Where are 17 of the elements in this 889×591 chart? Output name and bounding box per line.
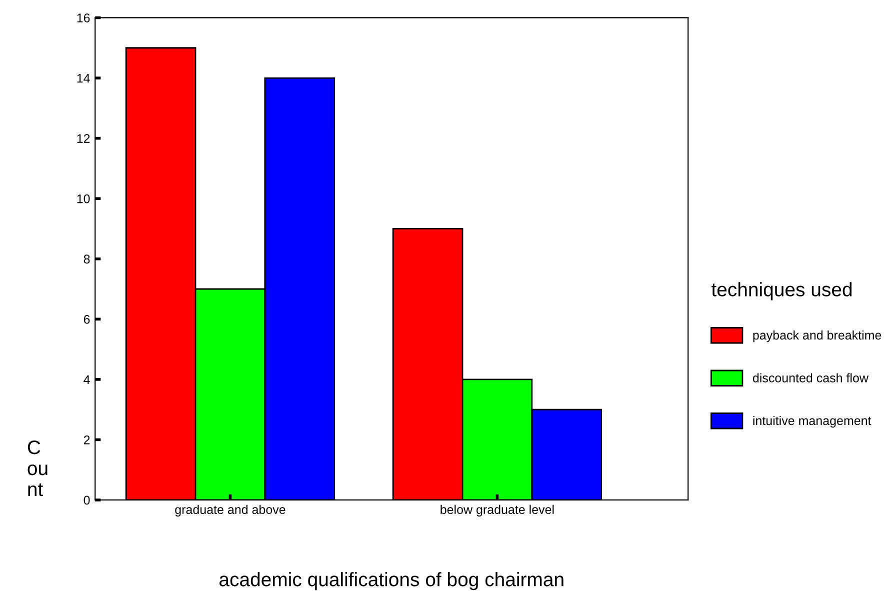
y-tick-label: 16 <box>77 14 90 22</box>
y-tick-label: 8 <box>84 254 90 264</box>
y-tick-label: 0 <box>84 496 90 505</box>
legend-title: techniques used <box>711 282 852 300</box>
legend-label: intuitive management <box>753 416 872 428</box>
y-tick-label: 10 <box>77 194 90 204</box>
legend-label: payback and breaktime <box>753 330 882 342</box>
y-tick-label: 14 <box>77 74 90 83</box>
legend-label: discounted cash flow <box>752 373 869 382</box>
y-axis-title: C ou nt <box>28 440 48 496</box>
x-tick-label: below graduate level <box>440 504 554 516</box>
x-axis-title: academic qualifications of bog chairman <box>220 572 564 590</box>
x-tick-label: graduate and above <box>175 504 286 516</box>
y-tick-label: 2 <box>84 436 90 444</box>
y-tick-label: 4 <box>84 375 90 384</box>
y-tick-label: 6 <box>84 314 90 324</box>
y-tick-label: 12 <box>77 134 90 143</box>
